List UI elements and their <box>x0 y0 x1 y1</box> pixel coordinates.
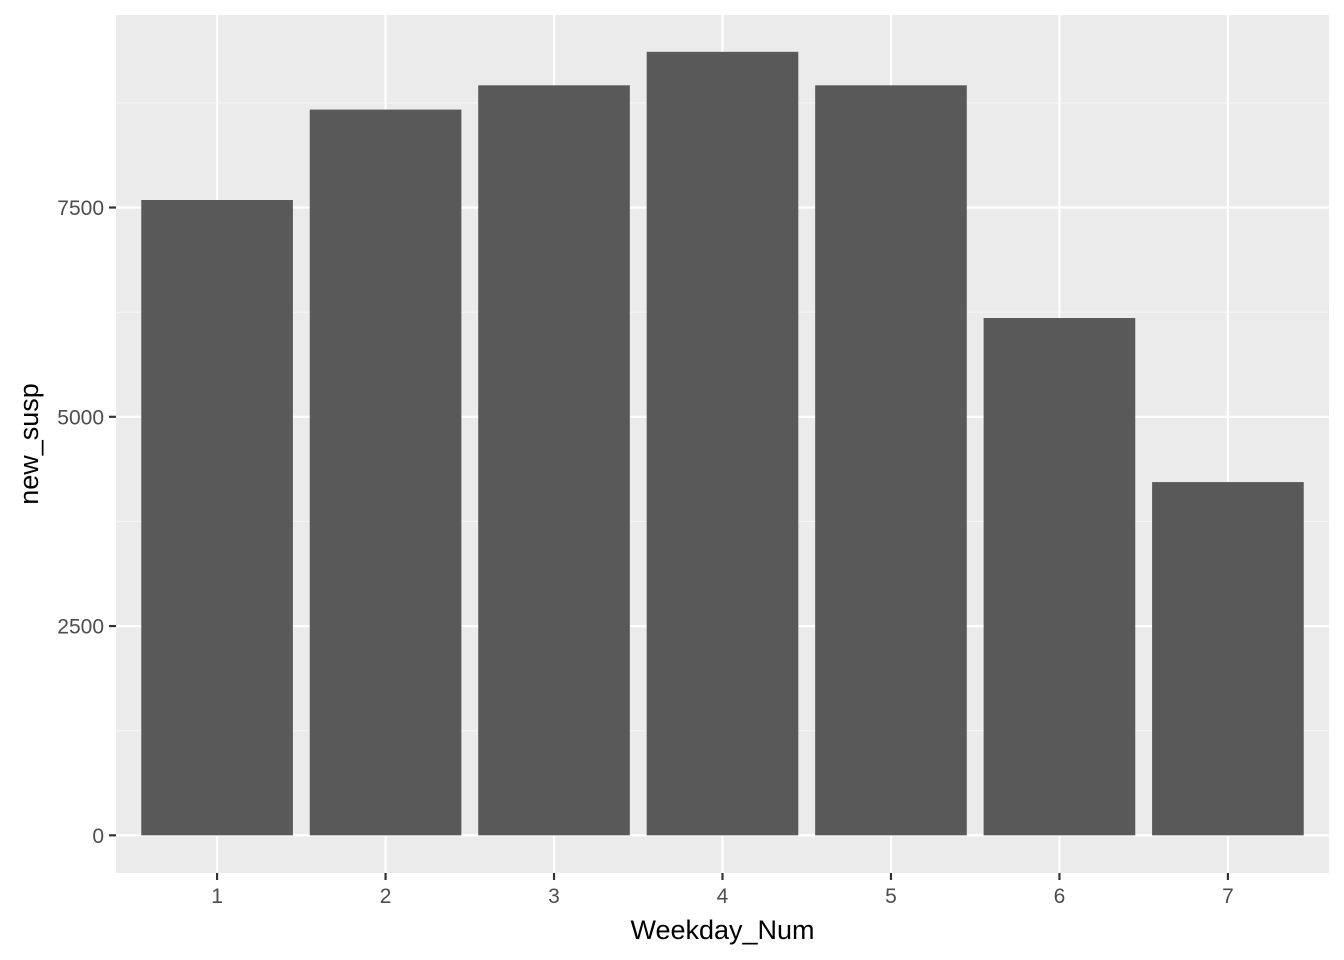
bar-6 <box>983 318 1136 836</box>
y-tick-label: 5000 <box>57 406 104 429</box>
y-axis: 0 2500 5000 7500 <box>57 197 116 848</box>
bar-1 <box>141 199 293 836</box>
bar-3 <box>478 85 630 836</box>
x-tick-label: 7 <box>1222 885 1234 908</box>
bars <box>141 51 1304 836</box>
bar-5 <box>815 85 967 836</box>
bar-7 <box>1152 482 1304 836</box>
y-tick-label: 2500 <box>57 616 104 639</box>
x-axis: 1 2 3 4 5 6 7 <box>211 873 1234 908</box>
y-axis-title: new_susp <box>14 383 44 505</box>
x-tick-label: 2 <box>380 885 392 908</box>
bar-2 <box>309 109 462 836</box>
x-axis-title: Weekday_Num <box>630 915 814 945</box>
x-tick-label: 5 <box>885 885 897 908</box>
x-tick-label: 4 <box>717 885 729 908</box>
y-tick-label: 0 <box>92 825 104 848</box>
x-tick-label: 1 <box>211 885 223 908</box>
x-tick-label: 6 <box>1054 885 1066 908</box>
bar-4 <box>646 51 799 836</box>
y-tick-label: 7500 <box>57 197 104 220</box>
x-tick-label: 3 <box>548 885 560 908</box>
